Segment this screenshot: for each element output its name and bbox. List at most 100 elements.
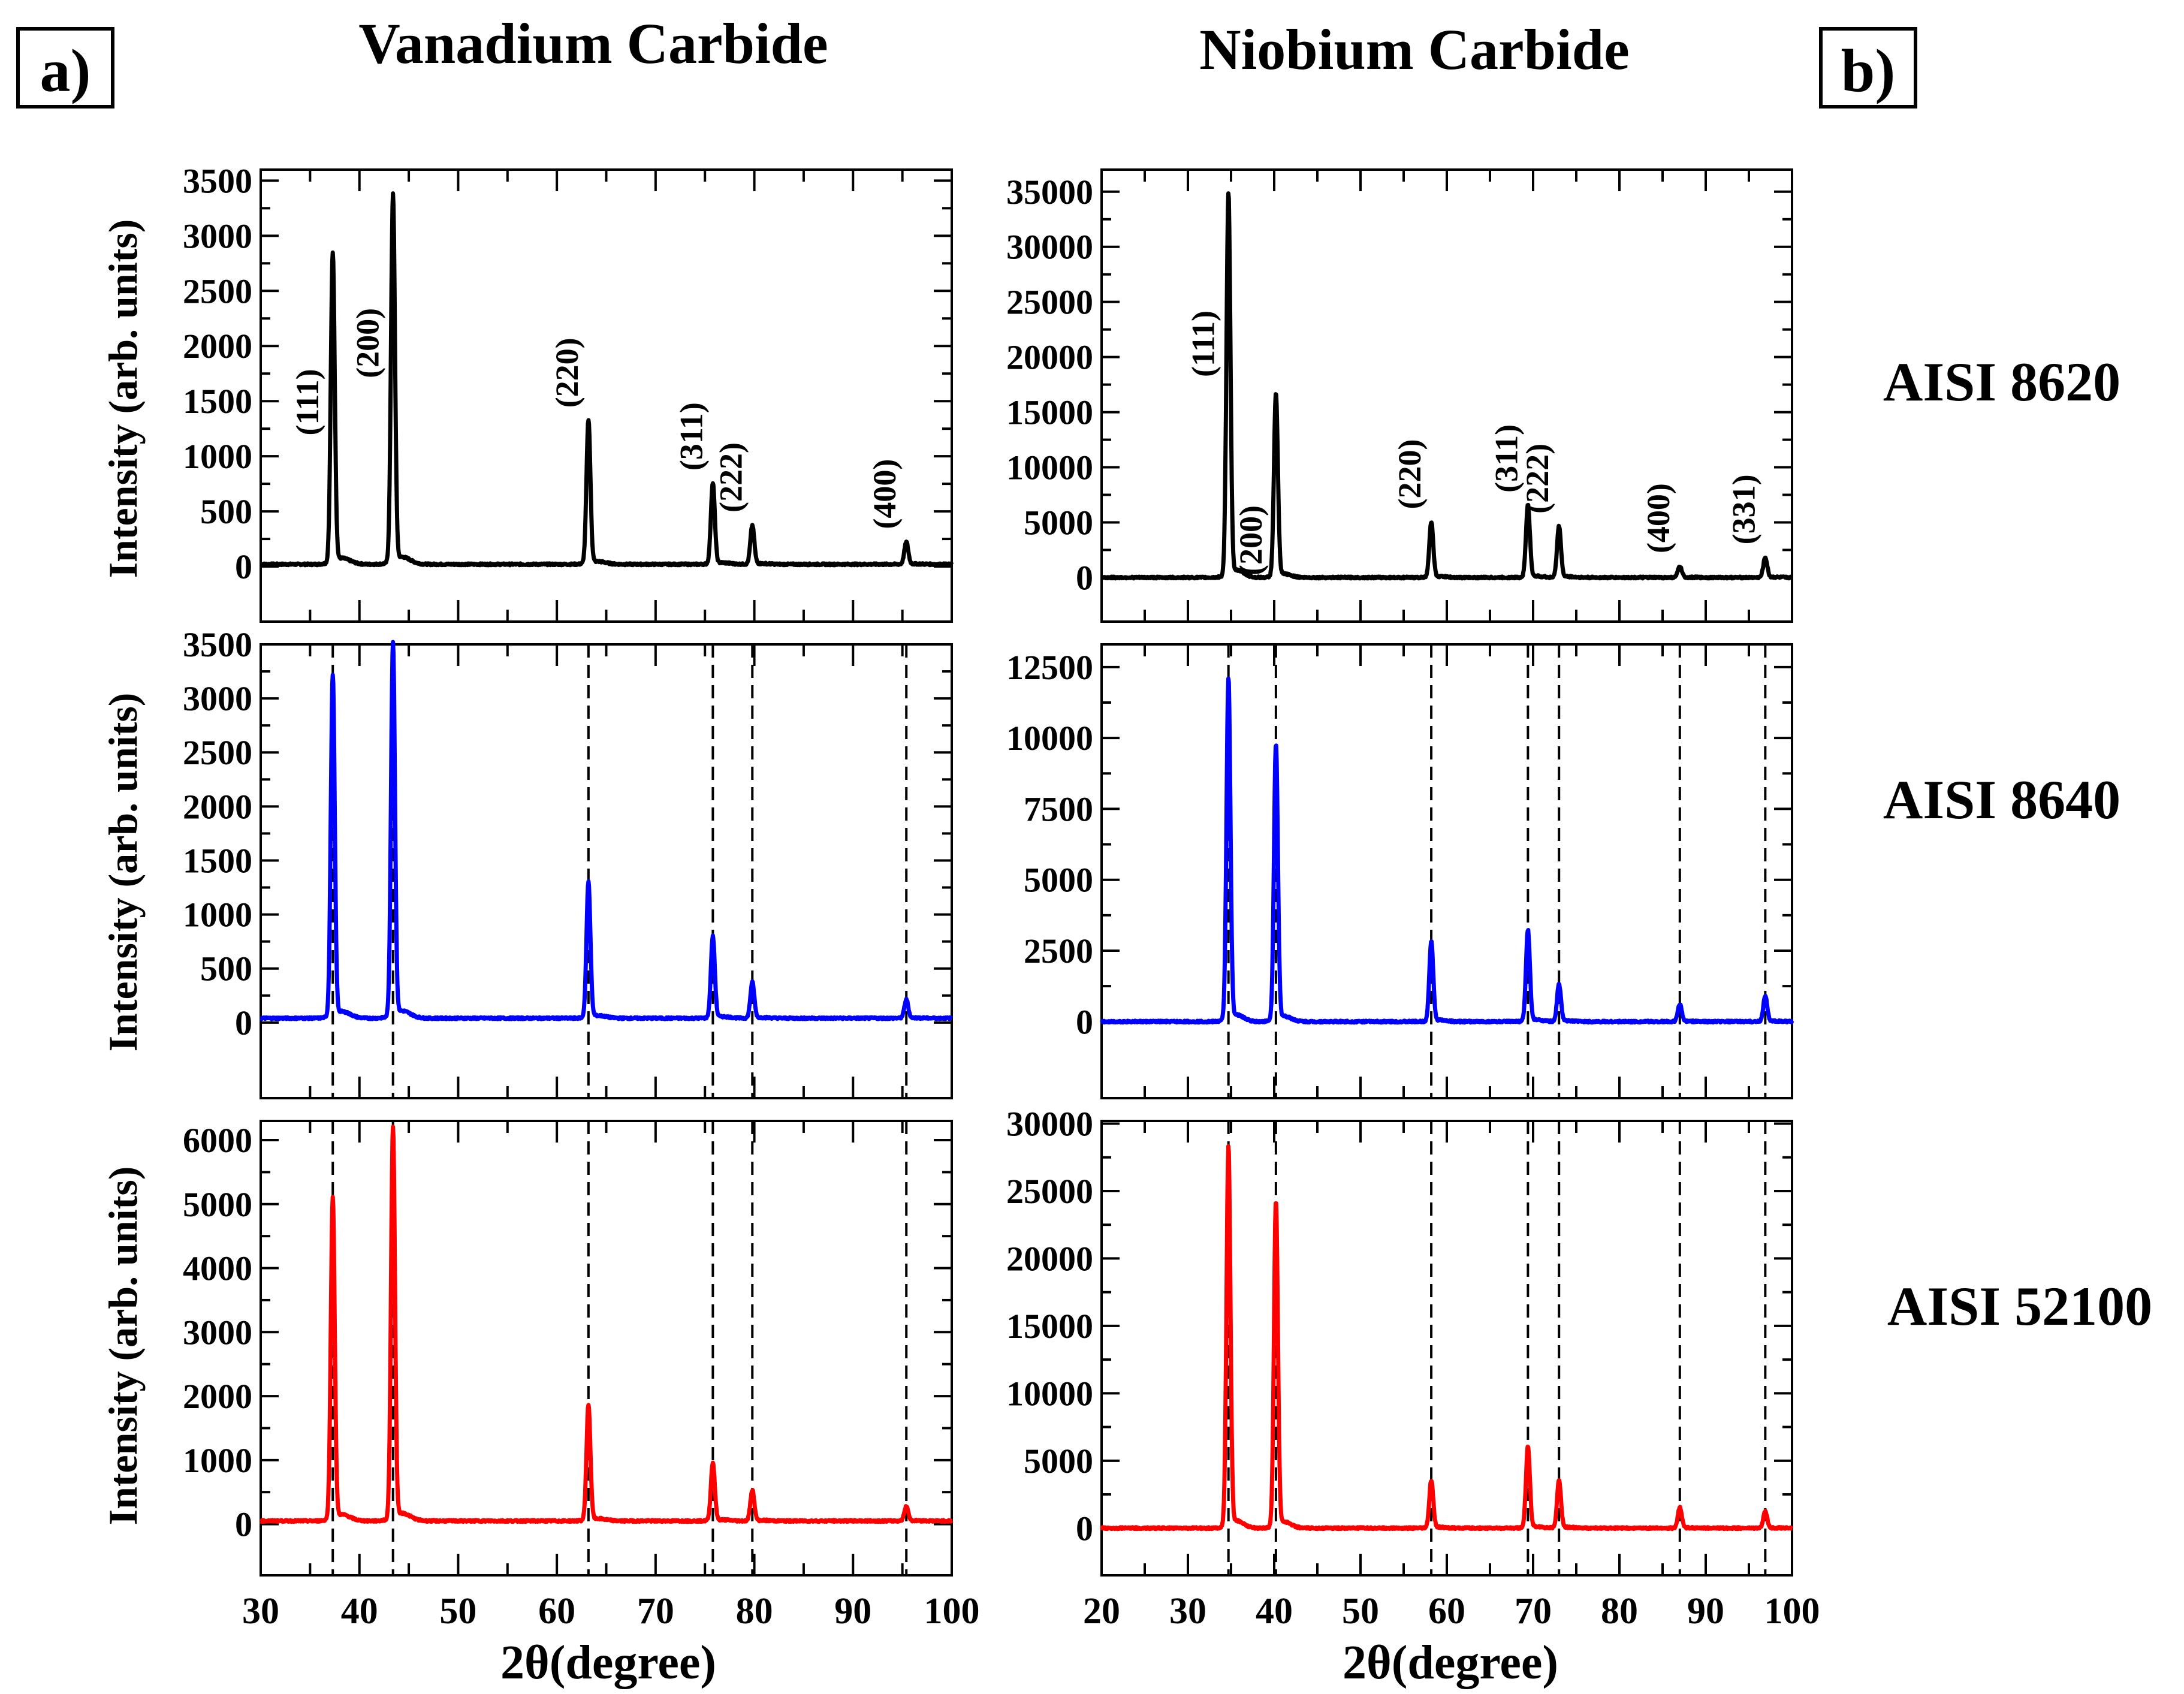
subplot-niobium-carbide-aisi-8620: 0 5000 10000 15000 20000 25000 30000 35000 (111)… [1006, 168, 1794, 623]
x-axis-label-left: 2θ(degree) [500, 1636, 716, 1689]
y-tick-label-vanadium-carbide-aisi-8640-1500: 1500 [183, 841, 252, 880]
y-tick-label-niobium-carbide-aisi-8640-0: 0 [1076, 1002, 1093, 1041]
x-tick-label-vanadium-carbide-80: 80 [736, 1591, 773, 1632]
y-tick-label-vanadium-carbide-aisi-8620-1500: 1500 [183, 382, 252, 421]
hkl-label-200-vanadium-carbide: (200) [350, 308, 386, 378]
y-tick-label-vanadium-carbide-aisi-8640-500: 500 [200, 950, 252, 988]
x-tick-label-niobium-carbide-40: 40 [1256, 1591, 1293, 1632]
title-right: Niobium Carbide [1199, 17, 1629, 82]
y-tick-label-niobium-carbide-aisi-52100-5000: 5000 [1024, 1442, 1093, 1481]
hkl-label-331-niobium-carbide: (331) [1726, 474, 1761, 544]
y-tick-label-vanadium-carbide-aisi-8620-2000: 2000 [183, 327, 252, 366]
y-tick-label-niobium-carbide-aisi-8620-15000: 15000 [1006, 393, 1093, 432]
x-axis-label-right: 2θ(degree) [1343, 1636, 1558, 1689]
x-tick-label-niobium-carbide-100: 100 [1764, 1591, 1820, 1632]
y-tick-label-vanadium-carbide-aisi-8620-1000: 1000 [183, 437, 252, 476]
y-tick-label-vanadium-carbide-aisi-8620-2500: 2500 [183, 272, 252, 311]
y-tick-label-niobium-carbide-aisi-8620-20000: 20000 [1006, 338, 1093, 377]
x-tick-label-vanadium-carbide-50: 50 [439, 1591, 476, 1632]
title-left: Vanadium Carbide [358, 11, 828, 76]
x-tick-label-niobium-carbide-20: 20 [1083, 1591, 1120, 1632]
x-tick-label-niobium-carbide-30: 30 [1169, 1591, 1206, 1632]
pattern-line-vanadium-carbide-aisi-52100 [259, 1125, 954, 1524]
pattern-line-vanadium-carbide-aisi-8620 [259, 191, 954, 568]
y-tick-label-niobium-carbide-aisi-8640-5000: 5000 [1024, 861, 1093, 900]
y-axis-label-8620: Intensity (arb. units) [100, 219, 146, 578]
x-tick-label-vanadium-carbide-100: 100 [924, 1591, 980, 1632]
y-tick-label-vanadium-carbide-aisi-8640-1000: 1000 [183, 896, 252, 935]
y-tick-label-vanadium-carbide-aisi-8640-2000: 2000 [183, 787, 252, 826]
hkl-label-311-vanadium-carbide: (311) [673, 402, 709, 471]
x-tick-label-niobium-carbide-70: 70 [1515, 1591, 1552, 1632]
hkl-label-400-niobium-carbide: (400) [1640, 483, 1676, 553]
sample-label-8640: AISI 8640 [1883, 769, 2120, 830]
y-tick-label-niobium-carbide-aisi-8620-5000: 5000 [1024, 503, 1093, 542]
y-tick-label-niobium-carbide-aisi-52100-0: 0 [1076, 1509, 1093, 1548]
y-tick-label-niobium-carbide-aisi-8640-12500: 12500 [1006, 648, 1093, 687]
y-tick-label-niobium-carbide-aisi-8620-0: 0 [1076, 558, 1093, 597]
hkl-label-311-niobium-carbide: (311) [1488, 424, 1524, 493]
panel-label-b: b) [1841, 37, 1896, 105]
y-tick-label-vanadium-carbide-aisi-52100-3000: 3000 [183, 1313, 252, 1352]
y-axis-label-8640: Intensity (arb. units) [100, 693, 146, 1052]
y-tick-label-niobium-carbide-aisi-8640-7500: 7500 [1024, 789, 1093, 828]
y-tick-label-niobium-carbide-aisi-8620-30000: 30000 [1006, 228, 1093, 267]
sample-label-8620: AISI 8620 [1883, 351, 2120, 412]
hkl-label-200-niobium-carbide: (200) [1233, 505, 1269, 575]
y-axis-label-52100: Intensity (arb. units) [100, 1166, 146, 1526]
pattern-line-niobium-carbide-aisi-8640 [1099, 676, 1794, 1025]
y-tick-label-vanadium-carbide-aisi-8640-0: 0 [235, 1003, 252, 1042]
hkl-label-400-vanadium-carbide: (400) [867, 459, 903, 529]
x-tick-label-niobium-carbide-90: 90 [1687, 1591, 1724, 1632]
hkl-label-222-niobium-carbide: (222) [1519, 444, 1555, 514]
pattern-line-niobium-carbide-aisi-52100 [1099, 1144, 1794, 1532]
y-tick-label-vanadium-carbide-aisi-52100-4000: 4000 [183, 1249, 252, 1288]
subplot-vanadium-carbide-aisi-8620: 0 500 1000 1500 2000 2500 3000 3500 (111) (200) (2… [183, 161, 954, 623]
y-tick-label-niobium-carbide-aisi-52100-20000: 20000 [1006, 1239, 1093, 1278]
y-tick-label-vanadium-carbide-aisi-8620-500: 500 [200, 492, 252, 531]
x-tick-label-vanadium-carbide-60: 60 [538, 1591, 575, 1632]
hkl-label-222-vanadium-carbide: (222) [713, 442, 749, 513]
y-tick-label-niobium-carbide-aisi-8620-35000: 35000 [1006, 173, 1093, 212]
panel-label-a-box [16, 27, 114, 108]
y-tick-label-niobium-carbide-aisi-8640-10000: 10000 [1006, 719, 1093, 758]
x-tick-label-niobium-carbide-80: 80 [1601, 1591, 1638, 1632]
y-tick-label-niobium-carbide-aisi-8620-10000: 10000 [1006, 448, 1093, 487]
pattern-line-niobium-carbide-aisi-8620 [1100, 191, 1794, 581]
hkl-label-111-niobium-carbide: (111) [1185, 311, 1221, 377]
y-tick-label-vanadium-carbide-aisi-52100-2000: 2000 [183, 1377, 252, 1416]
y-tick-label-vanadium-carbide-aisi-8620-3500: 3500 [183, 161, 252, 200]
y-tick-label-vanadium-carbide-aisi-8620-0: 0 [235, 547, 252, 586]
panel-label-b-box [1819, 27, 1917, 108]
x-tick-label-niobium-carbide-50: 50 [1342, 1591, 1379, 1632]
y-tick-label-vanadium-carbide-aisi-52100-1000: 1000 [183, 1441, 252, 1480]
subplot-niobium-carbide-aisi-8640: 0 2500 5000 7500 10000 12500 [1006, 643, 1794, 1099]
y-tick-label-vanadium-carbide-aisi-8620-3000: 3000 [183, 216, 252, 255]
x-tick-label-vanadium-carbide-90: 90 [834, 1591, 871, 1632]
y-tick-label-vanadium-carbide-aisi-52100-6000: 6000 [183, 1121, 252, 1160]
pattern-line-vanadium-carbide-aisi-8640 [259, 640, 954, 1021]
y-tick-label-niobium-carbide-aisi-8620-25000: 25000 [1006, 283, 1093, 322]
x-tick-label-niobium-carbide-60: 60 [1428, 1591, 1465, 1632]
subplot-niobium-carbide-aisi-52100: 0 5000 10000 15000 20000 25000 30000 [1006, 1104, 1794, 1577]
x-tick-label-vanadium-carbide-70: 70 [637, 1591, 674, 1632]
y-tick-label-vanadium-carbide-aisi-8640-3500: 3500 [183, 625, 252, 664]
y-tick-label-niobium-carbide-aisi-52100-15000: 15000 [1006, 1307, 1093, 1346]
y-tick-label-niobium-carbide-aisi-8640-2500: 2500 [1024, 932, 1093, 970]
x-tick-label-vanadium-carbide-30: 30 [242, 1591, 279, 1632]
hkl-label-111-vanadium-carbide: (111) [289, 369, 325, 435]
hkl-label-220-niobium-carbide: (220) [1392, 439, 1428, 510]
y-tick-label-vanadium-carbide-aisi-52100-0: 0 [235, 1505, 252, 1544]
y-tick-label-vanadium-carbide-aisi-8640-3000: 3000 [183, 679, 252, 718]
y-tick-label-niobium-carbide-aisi-52100-30000: 30000 [1006, 1104, 1093, 1143]
panel-label-a: a) [40, 37, 91, 105]
y-tick-label-vanadium-carbide-aisi-8640-2500: 2500 [183, 733, 252, 772]
hkl-label-220-vanadium-carbide: (220) [549, 337, 585, 408]
y-tick-label-vanadium-carbide-aisi-52100-5000: 5000 [183, 1185, 252, 1224]
subplot-vanadium-carbide-aisi-52100: 0 1000 2000 3000 4000 5000 6000 [183, 1120, 954, 1577]
x-tick-label-vanadium-carbide-40: 40 [341, 1591, 378, 1632]
subplot-vanadium-carbide-aisi-8640: 0 500 1000 1500 2000 2500 3000 3500 [183, 625, 954, 1099]
sample-label-52100: AISI 52100 [1887, 1276, 2152, 1337]
